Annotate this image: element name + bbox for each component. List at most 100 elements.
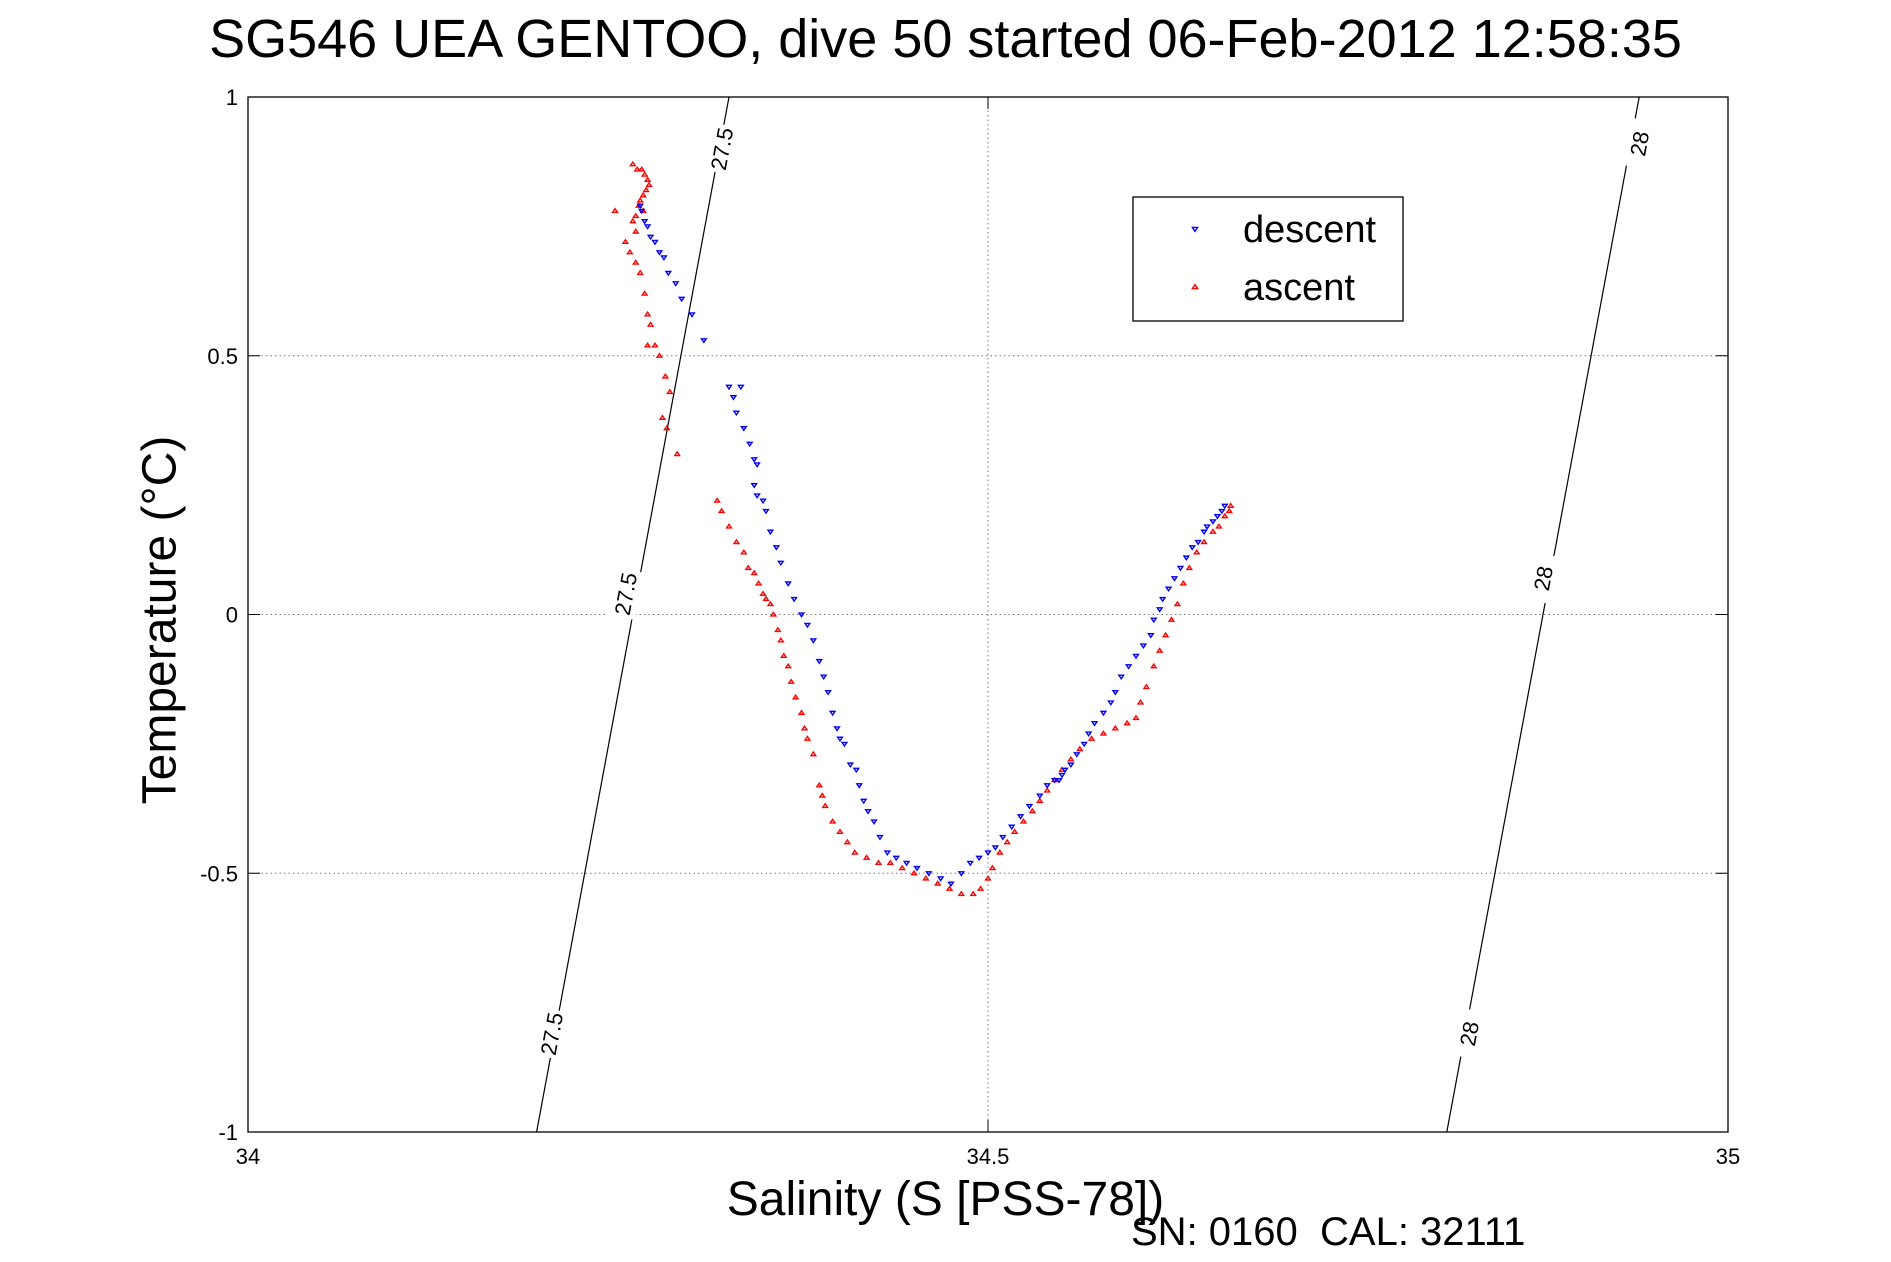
ascent-point [744, 564, 752, 571]
ascent-point [1132, 714, 1140, 721]
ascent-point [611, 207, 619, 213]
ascent-point [643, 341, 652, 348]
y-tick-label: 1 [226, 85, 238, 110]
descent-point [855, 783, 863, 789]
ascent-point [774, 626, 782, 633]
descent-point [815, 658, 823, 665]
legend-marker-descent [1191, 226, 1199, 233]
descent-point [1036, 793, 1044, 800]
descent-point [790, 596, 798, 603]
grid-lines [248, 97, 1728, 1132]
ascent-point [803, 735, 812, 741]
descent-point [1155, 607, 1164, 613]
ascent-point [1099, 730, 1108, 736]
ascent-point [1173, 600, 1182, 607]
ascent-point [815, 781, 823, 788]
ascent-point [787, 678, 795, 684]
ascent-point [732, 538, 741, 545]
ascent-point [633, 166, 641, 172]
descent-point [766, 529, 775, 536]
ascent-point [1215, 523, 1223, 529]
descent-point [1084, 731, 1093, 737]
descent-point [991, 845, 1000, 851]
descent-point [925, 871, 933, 877]
ascent-point [640, 171, 649, 177]
descent-point [1007, 824, 1016, 831]
descent-point [1147, 633, 1155, 639]
ascent-point [933, 880, 942, 886]
descent-point [772, 545, 781, 551]
ascent-point [1067, 755, 1075, 762]
ascent-point [740, 548, 748, 555]
ascent-point [632, 228, 640, 234]
ascent-point [984, 875, 992, 881]
ascent-point [800, 724, 809, 731]
y-tick-label: -1 [218, 1120, 238, 1145]
legend-box [1132, 196, 1404, 322]
ascent-point [1003, 838, 1011, 845]
descent-point [759, 498, 767, 505]
descent-point [828, 710, 837, 717]
descent-point [643, 224, 652, 230]
isopycnal-label: 28 [1455, 1019, 1484, 1048]
descent-point [737, 384, 745, 391]
descent-point [803, 622, 812, 629]
ascent-point [843, 838, 852, 845]
ascent-point [750, 569, 758, 576]
descent-point [883, 850, 892, 856]
descent-point [1188, 545, 1196, 551]
ascent-point [663, 424, 671, 431]
ascent-point [818, 792, 826, 798]
ascent-point [886, 859, 895, 866]
ascent-point [1161, 631, 1170, 638]
descent-point [859, 798, 868, 805]
descent-point [746, 441, 754, 448]
ascent-point [673, 450, 681, 457]
ascent-point [655, 352, 664, 358]
y-tick-label: -0.5 [200, 861, 238, 886]
ascent-point [646, 321, 655, 327]
descent-point [1107, 700, 1115, 706]
descent-point [1203, 524, 1211, 530]
descent-point [784, 581, 792, 587]
ascent-point [626, 248, 634, 255]
descent-point [660, 255, 668, 261]
ascent-point [1221, 512, 1229, 519]
ascent-point [1150, 662, 1158, 669]
ascent-point [1192, 548, 1201, 555]
ascent-point [851, 849, 859, 855]
axes: 34 34.5 35 -1 -0.5 0 0.5 1 [200, 85, 1740, 1169]
descent-point [646, 234, 655, 241]
descent-point [750, 457, 758, 463]
ascent-point [642, 186, 650, 193]
descent-point [1182, 555, 1191, 561]
isopycnal-line [1446, 96, 1640, 1133]
y-axis-label: Temperature (°C) [133, 435, 187, 805]
ascent-point [759, 590, 767, 596]
ascent-point [1136, 699, 1145, 705]
ascent-point [640, 290, 649, 296]
descent-point [1058, 772, 1066, 779]
descent-point [1221, 503, 1229, 510]
descent-point [700, 338, 708, 344]
descent-point [1218, 508, 1226, 515]
descent-point [1111, 689, 1119, 696]
ascent-point [639, 191, 647, 198]
descent-point [1150, 617, 1158, 624]
descent-point [846, 762, 855, 768]
ascent-point [1167, 616, 1176, 622]
ascent-point [1043, 787, 1051, 793]
descent-point [753, 493, 761, 499]
ascent-point [766, 600, 775, 607]
ascent-point [1209, 528, 1217, 534]
descent-point [655, 250, 664, 256]
descent-point [1061, 767, 1069, 774]
descent-point [1209, 519, 1217, 525]
ascent-point [797, 709, 806, 715]
descent-point [636, 203, 644, 210]
descent-point [1090, 721, 1099, 727]
isopycnal-label: 28 [1529, 564, 1558, 593]
descent-point [1073, 752, 1081, 758]
